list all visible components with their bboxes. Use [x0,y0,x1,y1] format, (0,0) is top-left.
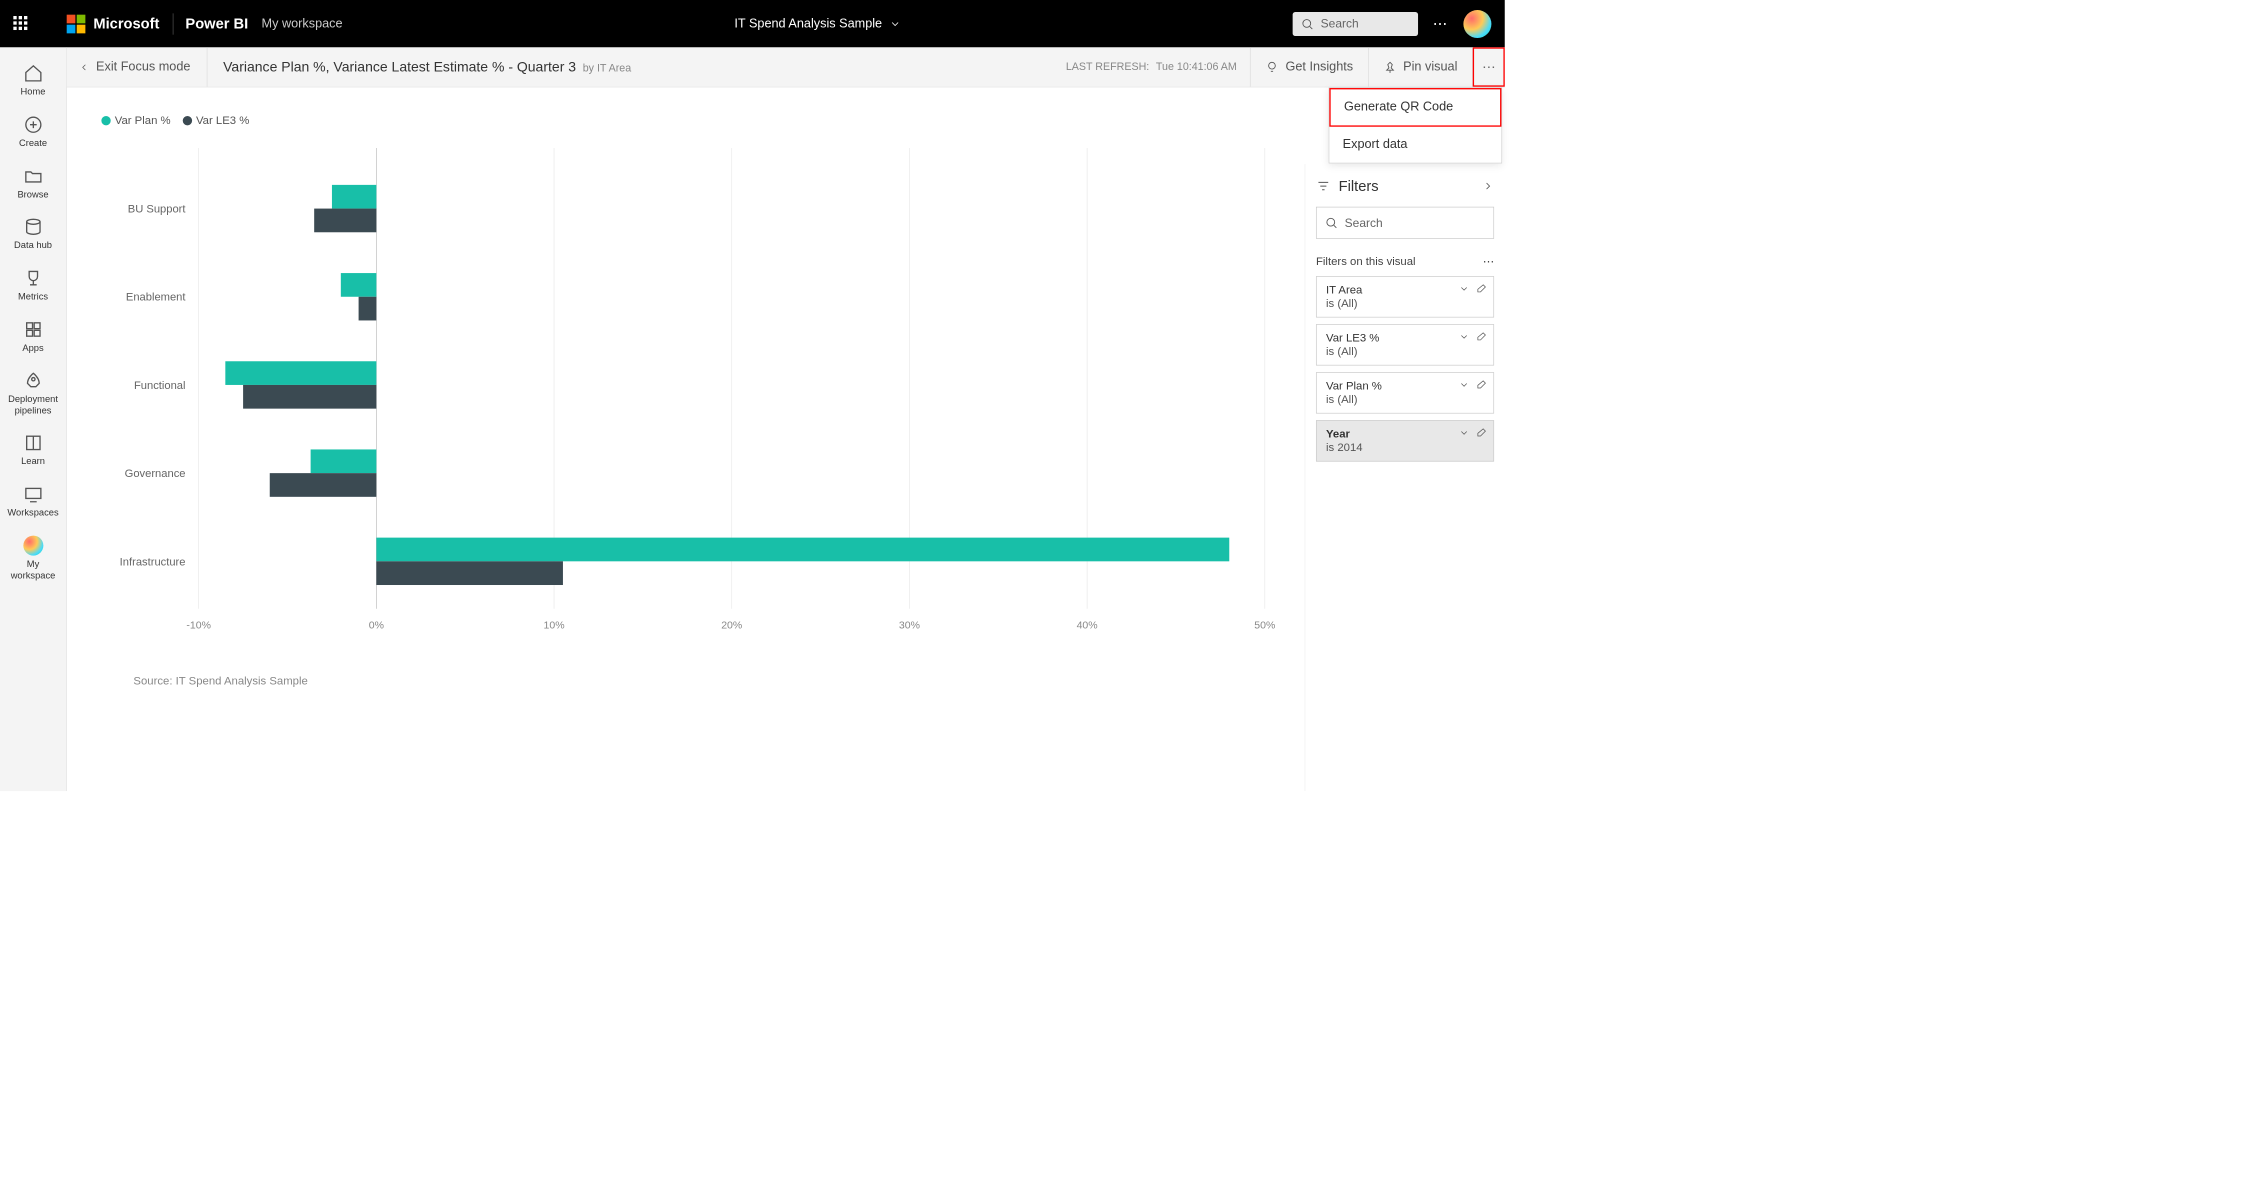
chart-source: Source: IT Spend Analysis Sample [133,674,1278,687]
legend-swatch-icon [101,116,110,125]
nav-my-workspace[interactable]: My workspace [0,528,66,590]
filter-value: is (All) [1326,393,1484,406]
microsoft-text: Microsoft [93,15,159,32]
svg-text:20%: 20% [721,619,742,631]
filter-value: is (All) [1326,297,1484,310]
filter-card[interactable]: Yearis 2014 [1316,420,1494,461]
more-options-dropdown: Generate QR Code Export data [1329,87,1502,163]
database-icon [23,217,43,237]
home-icon [23,63,43,83]
user-avatar[interactable] [1463,10,1491,38]
nav-apps[interactable]: Apps [0,311,66,362]
nav-metrics[interactable]: Metrics [0,260,66,311]
nav-workspaces[interactable]: Workspaces [0,476,66,527]
app-launcher-icon[interactable] [13,16,29,32]
nav-home[interactable]: Home [0,55,66,106]
pin-visual-button[interactable]: Pin visual [1368,47,1472,86]
chevron-down-icon[interactable] [1459,428,1470,439]
nav-data-hub[interactable]: Data hub [0,209,66,260]
workspace-breadcrumb[interactable]: My workspace [262,16,343,31]
svg-text:Governance: Governance [125,468,186,480]
eraser-icon[interactable] [1476,283,1487,294]
legend-label: Var Plan % [115,114,171,127]
pin-icon [1383,60,1396,73]
report-title-text: IT Spend Analysis Sample [734,16,882,31]
svg-text:Infrastructure: Infrastructure [120,556,186,568]
filter-card[interactable]: Var LE3 %is (All) [1316,324,1494,365]
svg-text:10%: 10% [544,619,565,631]
export-data-item[interactable]: Export data [1329,127,1501,163]
svg-text:50%: 50% [1254,619,1275,631]
nav-learn[interactable]: Learn [0,425,66,476]
eraser-icon[interactable] [1476,428,1487,439]
chart-legend: Var Plan % Var LE3 % [101,114,1278,127]
filter-value: is 2014 [1326,441,1484,454]
svg-text:Functional: Functional [134,380,186,392]
header-divider [173,13,174,34]
chart-area: Var Plan % Var LE3 % -10% 0% 10% 20% 30% 40% 50… [67,87,1305,791]
search-placeholder: Search [1321,17,1359,31]
filter-search-input[interactable]: Search [1316,207,1494,239]
microsoft-logo-icon [67,14,86,33]
plus-circle-icon [23,115,43,135]
chart-svg: -10% 0% 10% 20% 30% 40% 50% BU Support Enablemen… [93,138,1278,645]
collapse-filters-icon[interactable] [1482,180,1494,192]
nav-browse[interactable]: Browse [0,158,66,209]
filters-header: Filters [1316,177,1494,194]
svg-text:0%: 0% [369,619,384,631]
search-icon [1301,17,1314,30]
legend-item[interactable]: Var Plan % [101,114,170,127]
filters-section-header: Filters on this visual ⋯ [1316,255,1494,268]
svg-text:BU Support: BU Support [128,204,187,216]
visual-more-options-button[interactable]: ⋯ [1473,47,1505,86]
search-icon [1325,216,1338,229]
chevron-down-icon[interactable] [1459,331,1470,342]
nav-create[interactable]: Create [0,107,66,158]
legend-swatch-icon [183,116,192,125]
filters-section-more-icon[interactable]: ⋯ [1483,255,1494,268]
global-search-input[interactable]: Search [1293,12,1418,36]
header-more-button[interactable]: ⋯ [1433,15,1449,32]
eraser-icon[interactable] [1476,380,1487,391]
svg-text:40%: 40% [1077,619,1098,631]
svg-text:Enablement: Enablement [126,292,187,304]
top-header: Microsoft Power BI My workspace IT Spend… [0,0,1505,47]
filters-pane: Filters Search Filters on this visual ⋯ … [1305,164,1505,791]
filter-value: is (All) [1326,345,1484,358]
generate-qr-code-item[interactable]: Generate QR Code [1329,88,1501,127]
chevron-down-icon[interactable] [1459,283,1470,294]
rocket-icon [23,371,43,391]
lightbulb-icon [1265,60,1278,73]
left-nav: Home Create Browse Data hub Metrics Apps… [0,47,67,791]
legend-item[interactable]: Var LE3 % [183,114,250,127]
chevron-down-icon [889,18,901,30]
book-icon [23,433,43,453]
last-refresh-label: LAST REFRESH: Tue 10:41:06 AM [1052,47,1250,86]
filter-card[interactable]: Var Plan %is (All) [1316,372,1494,413]
focus-toolbar: Exit Focus mode Variance Plan %, Varianc… [67,47,1505,87]
get-insights-button[interactable]: Get Insights [1251,47,1369,86]
chevron-down-icon[interactable] [1459,380,1470,391]
bar-chart: -10% 0% 10% 20% 30% 40% 50% BU Support Enablemen… [93,138,1278,645]
filter-card[interactable]: IT Areais (All) [1316,276,1494,317]
exit-focus-button[interactable]: Exit Focus mode [67,47,207,86]
report-title-dropdown[interactable]: IT Spend Analysis Sample [734,16,900,31]
chevron-left-icon [79,62,90,73]
eraser-icon[interactable] [1476,331,1487,342]
trophy-icon [23,268,43,288]
folder-icon [23,166,43,186]
filter-icon [1316,179,1331,194]
apps-icon [23,319,43,339]
svg-text:-10%: -10% [186,619,211,631]
workspace-avatar-icon [23,536,43,556]
monitor-icon [23,484,43,504]
svg-text:30%: 30% [899,619,920,631]
legend-label: Var LE3 % [196,114,249,127]
nav-deployment-pipelines[interactable]: Deployment pipelines [0,363,66,425]
product-name: Power BI [185,15,248,32]
visual-title: Variance Plan %, Variance Latest Estimat… [207,59,647,75]
